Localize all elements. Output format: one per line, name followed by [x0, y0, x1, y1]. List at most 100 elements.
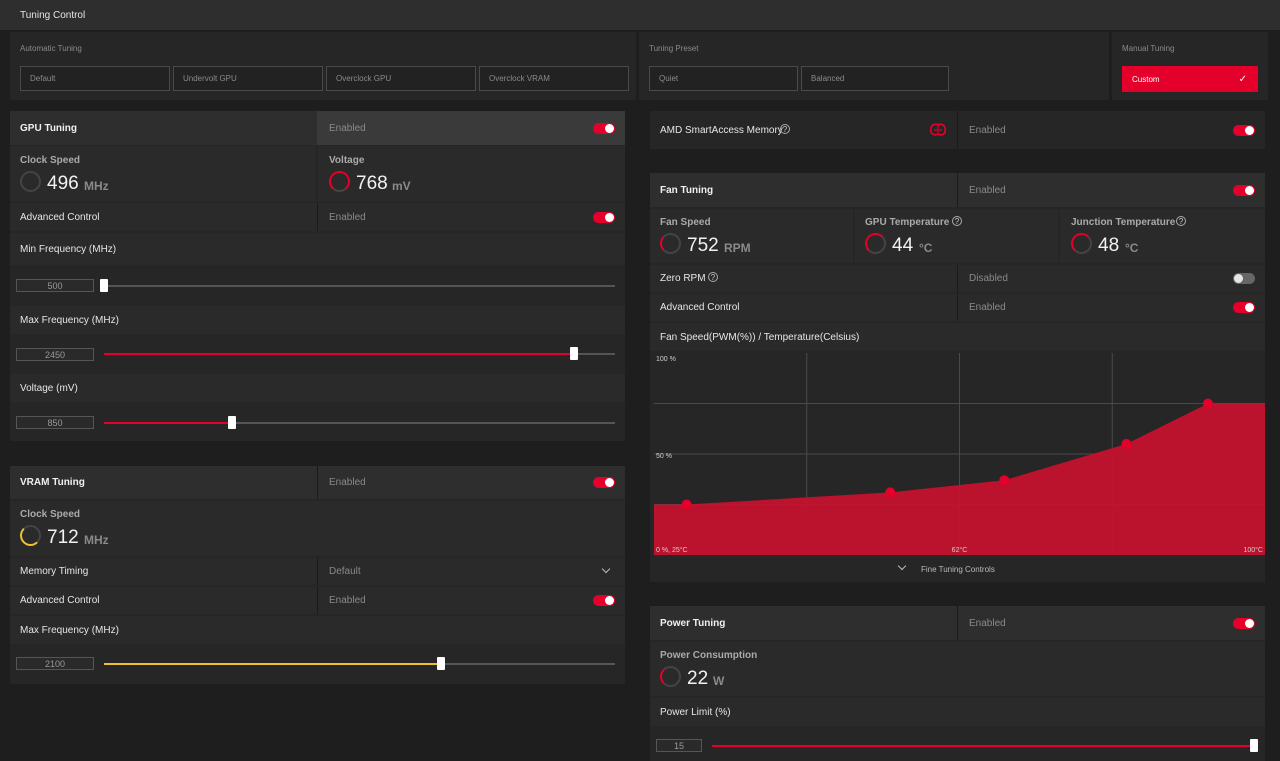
vram-max-frequency-label: Max Frequency (MHz)	[20, 625, 119, 636]
power-limit-input[interactable]: 15	[656, 739, 702, 752]
help-icon[interactable]: ?	[952, 216, 962, 226]
undervolt-gpu-button[interactable]: Undervolt GPU	[173, 66, 323, 91]
fan-advanced-control-toggle[interactable]	[1233, 302, 1255, 313]
smartaccess-memory-state: Enabled	[969, 125, 1006, 136]
vram-max-frequency-input[interactable]: 2100	[16, 657, 94, 670]
fan-curve-chart[interactable]: 100 % 50 % 0 %, 25°C 62°C 100°C	[654, 353, 1265, 555]
fan-speed-gauge	[660, 233, 681, 254]
page-title: Tuning Control	[20, 10, 86, 21]
power-consumption-gauge	[660, 666, 681, 687]
overclock-vram-button[interactable]: Overclock VRAM	[479, 66, 629, 91]
power-consumption-metric: Power Consumption 22 W	[650, 642, 1265, 696]
power-tuning-toggle[interactable]	[1233, 618, 1255, 629]
vram-tuning-title: VRAM Tuning	[20, 477, 85, 488]
chevron-down-icon	[897, 561, 907, 571]
divider	[317, 558, 318, 585]
voltage-value: 768	[356, 173, 388, 194]
fan-tuning-state: Enabled	[969, 185, 1006, 196]
vram-tuning-toggle[interactable]	[593, 477, 615, 488]
fan-curve-title: Fan Speed(PWM(%)) / Temperature(Celsius)	[660, 332, 860, 343]
vram-tuning-state: Enabled	[329, 477, 366, 488]
gpu-tuning-title: GPU Tuning	[20, 123, 78, 134]
power-tuning-panel: Power Tuning Enabled Power Consumption 2…	[650, 606, 1265, 761]
default-button[interactable]: Default	[20, 66, 170, 91]
fan-tuning-header: Fan Tuning Enabled	[650, 173, 1265, 207]
max-frequency-fill	[104, 353, 574, 355]
voltage-slider-label: Voltage (mV)	[20, 383, 78, 394]
power-tuning-state: Enabled	[969, 618, 1006, 629]
manual-tuning-label: Manual Tuning	[1122, 44, 1175, 53]
gpu-tuning-header: GPU Tuning Enabled	[10, 111, 625, 145]
min-frequency-track[interactable]	[104, 285, 615, 287]
min-frequency-label: Min Frequency (MHz)	[20, 244, 117, 255]
voltage-slider-input[interactable]: 850	[16, 416, 94, 429]
power-limit-thumb[interactable]	[1250, 739, 1258, 752]
vram-max-frequency-fill	[104, 663, 441, 665]
max-frequency-row: Max Frequency (MHz)	[10, 306, 625, 334]
min-frequency-input[interactable]: 500	[16, 279, 94, 292]
fan-advanced-control-label: Advanced Control	[660, 302, 740, 313]
max-frequency-input[interactable]: 2450	[16, 348, 94, 361]
divider	[317, 587, 318, 614]
clock-speed-label: Clock Speed	[20, 155, 81, 166]
fan-tuning-toggle[interactable]	[1233, 185, 1255, 196]
divider	[317, 466, 318, 499]
vram-clock-value: 712	[47, 527, 79, 548]
voltage-metric: Voltage 768 mV	[318, 146, 625, 201]
quiet-button[interactable]: Quiet	[649, 66, 798, 91]
clock-speed-value: 496	[47, 173, 79, 194]
vram-max-frequency-thumb[interactable]	[437, 657, 445, 670]
vram-advanced-control-label: Advanced Control	[20, 595, 100, 606]
gpu-temperature-value: 44	[892, 235, 914, 256]
smartaccess-memory-label: AMD SmartAccess Memory	[660, 125, 783, 136]
gpu-tuning-toggle[interactable]	[593, 123, 615, 134]
junction-temperature-value: 48	[1098, 235, 1120, 256]
power-limit-label: Power Limit (%)	[660, 707, 731, 718]
balanced-button[interactable]: Balanced	[801, 66, 949, 91]
fan-speed-label: Fan Speed	[660, 217, 711, 228]
max-frequency-thumb[interactable]	[570, 347, 578, 360]
divider	[957, 606, 958, 640]
memory-timing-select[interactable]: Default	[318, 558, 625, 585]
automatic-tuning-panel: Automatic Tuning Default Undervolt GPU O…	[10, 32, 636, 100]
clock-speed-unit: MHz	[84, 179, 109, 193]
x-tick-label: 62°C	[952, 546, 968, 554]
gpu-temperature-gauge	[865, 233, 886, 254]
x-tick-label: 100°C	[1243, 546, 1263, 554]
vram-advanced-control-toggle[interactable]	[593, 595, 615, 606]
zero-rpm-toggle[interactable]	[1233, 273, 1255, 284]
clock-speed-gauge	[20, 171, 41, 192]
gpu-advanced-control-toggle[interactable]	[593, 212, 615, 223]
divider	[957, 294, 958, 321]
clock-speed-metric: Clock Speed 496 MHz	[10, 146, 316, 201]
fan-advanced-control-state: Enabled	[969, 302, 1006, 313]
divider	[317, 203, 318, 231]
smartaccess-memory-toggle[interactable]	[1233, 125, 1255, 136]
custom-button[interactable]: Custom ✓	[1122, 66, 1258, 92]
fan-tuning-title: Fan Tuning	[660, 185, 714, 196]
overclock-gpu-button[interactable]: Overclock GPU	[326, 66, 476, 91]
voltage-gauge	[329, 171, 350, 192]
voltage-slider-thumb[interactable]	[228, 416, 236, 429]
voltage-slider-track[interactable]	[104, 422, 615, 424]
fine-tuning-controls-toggle[interactable]: Fine Tuning Controls	[650, 557, 1265, 582]
y-tick-label: 100 %	[656, 356, 676, 363]
divider	[957, 173, 958, 207]
chevron-down-icon	[601, 564, 611, 574]
gpu-tuning-toggle-row[interactable]: Enabled	[317, 111, 625, 145]
voltage-unit: mV	[392, 179, 411, 193]
memory-timing-label: Memory Timing	[20, 566, 89, 577]
zero-rpm-label: Zero RPM	[660, 273, 706, 284]
gpu-temperature-metric: GPU Temperature ? 44 °C	[855, 209, 1058, 263]
help-icon[interactable]: ?	[708, 272, 718, 282]
max-frequency-label: Max Frequency (MHz)	[20, 315, 119, 326]
zero-rpm-state: Disabled	[969, 273, 1008, 284]
vram-clock-unit: MHz	[84, 533, 109, 547]
divider	[957, 265, 958, 292]
help-icon[interactable]: ?	[1176, 216, 1186, 226]
min-frequency-thumb[interactable]	[100, 279, 108, 292]
help-icon[interactable]: ?	[780, 124, 790, 134]
vram-clock-metric: Clock Speed 712 MHz	[10, 501, 625, 556]
memory-timing-value: Default	[329, 566, 361, 577]
vram-advanced-control-row: Advanced Control Enabled	[10, 587, 625, 614]
